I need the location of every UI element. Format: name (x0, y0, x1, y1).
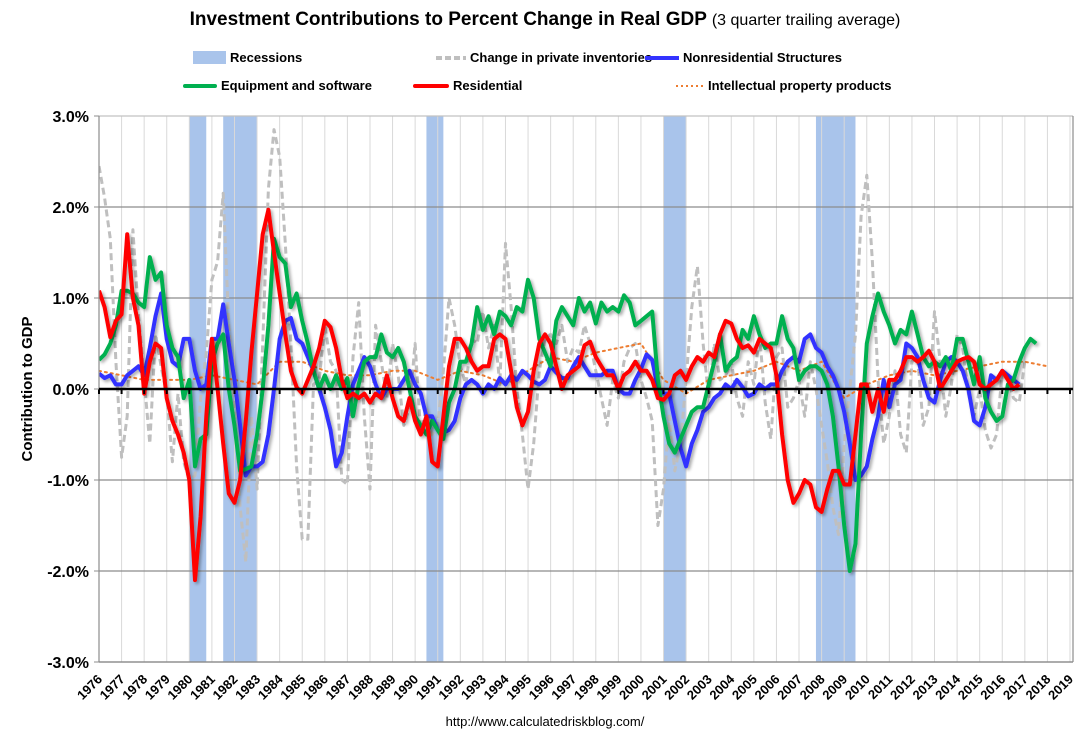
y-tick-label: -1.0% (47, 473, 89, 490)
legend-label: Equipment and software (221, 78, 372, 93)
chart-title: Investment Contributions to Percent Chan… (0, 9, 1090, 31)
legend-label: Intellectual property products (708, 78, 892, 93)
legend-swatch-equipment (183, 83, 217, 88)
y-tick-label: 0.0% (53, 382, 89, 399)
legend-label: Residential (453, 78, 523, 93)
legend-swatch-recessions (193, 51, 226, 64)
legend-item-ip: Intellectual property products (676, 78, 891, 93)
legend-label: Recessions (230, 50, 303, 65)
legend-item-equipment: Equipment and software (183, 78, 372, 93)
legend-item-residential: Residential (413, 78, 522, 93)
y-tick-label: 1.0% (53, 291, 89, 308)
chart-title-main: Investment Contributions to Percent Chan… (189, 9, 707, 30)
source-note: http://www.calculatedriskblog.com/ (445, 714, 645, 729)
y-tick-label: -2.0% (47, 564, 89, 581)
y-axis-title: Contribution to GDP (19, 317, 36, 462)
x-tick-label: 2019 (1045, 672, 1076, 703)
series-line-residential (99, 207, 1021, 583)
legend-label: Nonresidential Structures (683, 50, 842, 65)
legend-swatch-residential (413, 83, 449, 88)
chart-subtitle: (3 quarter trailing average) (711, 12, 901, 29)
y-tick-label: 2.0% (53, 200, 89, 217)
legend-swatch-inventories (436, 55, 466, 60)
legend-item-inventories: Change in private inventories (436, 50, 652, 65)
series-line-inventories (99, 128, 1027, 564)
y-tick-label: -3.0% (47, 655, 89, 672)
legend-item-recessions: Recessions (193, 50, 302, 65)
legend-label: Change in private inventories (470, 50, 653, 65)
legend-swatch-nonres (645, 55, 679, 60)
series-line-equipment (99, 236, 1038, 573)
series-line-ip (99, 342, 1049, 400)
y-tick-label: 3.0% (53, 109, 89, 126)
legend-item-nonres: Nonresidential Structures (645, 50, 842, 65)
